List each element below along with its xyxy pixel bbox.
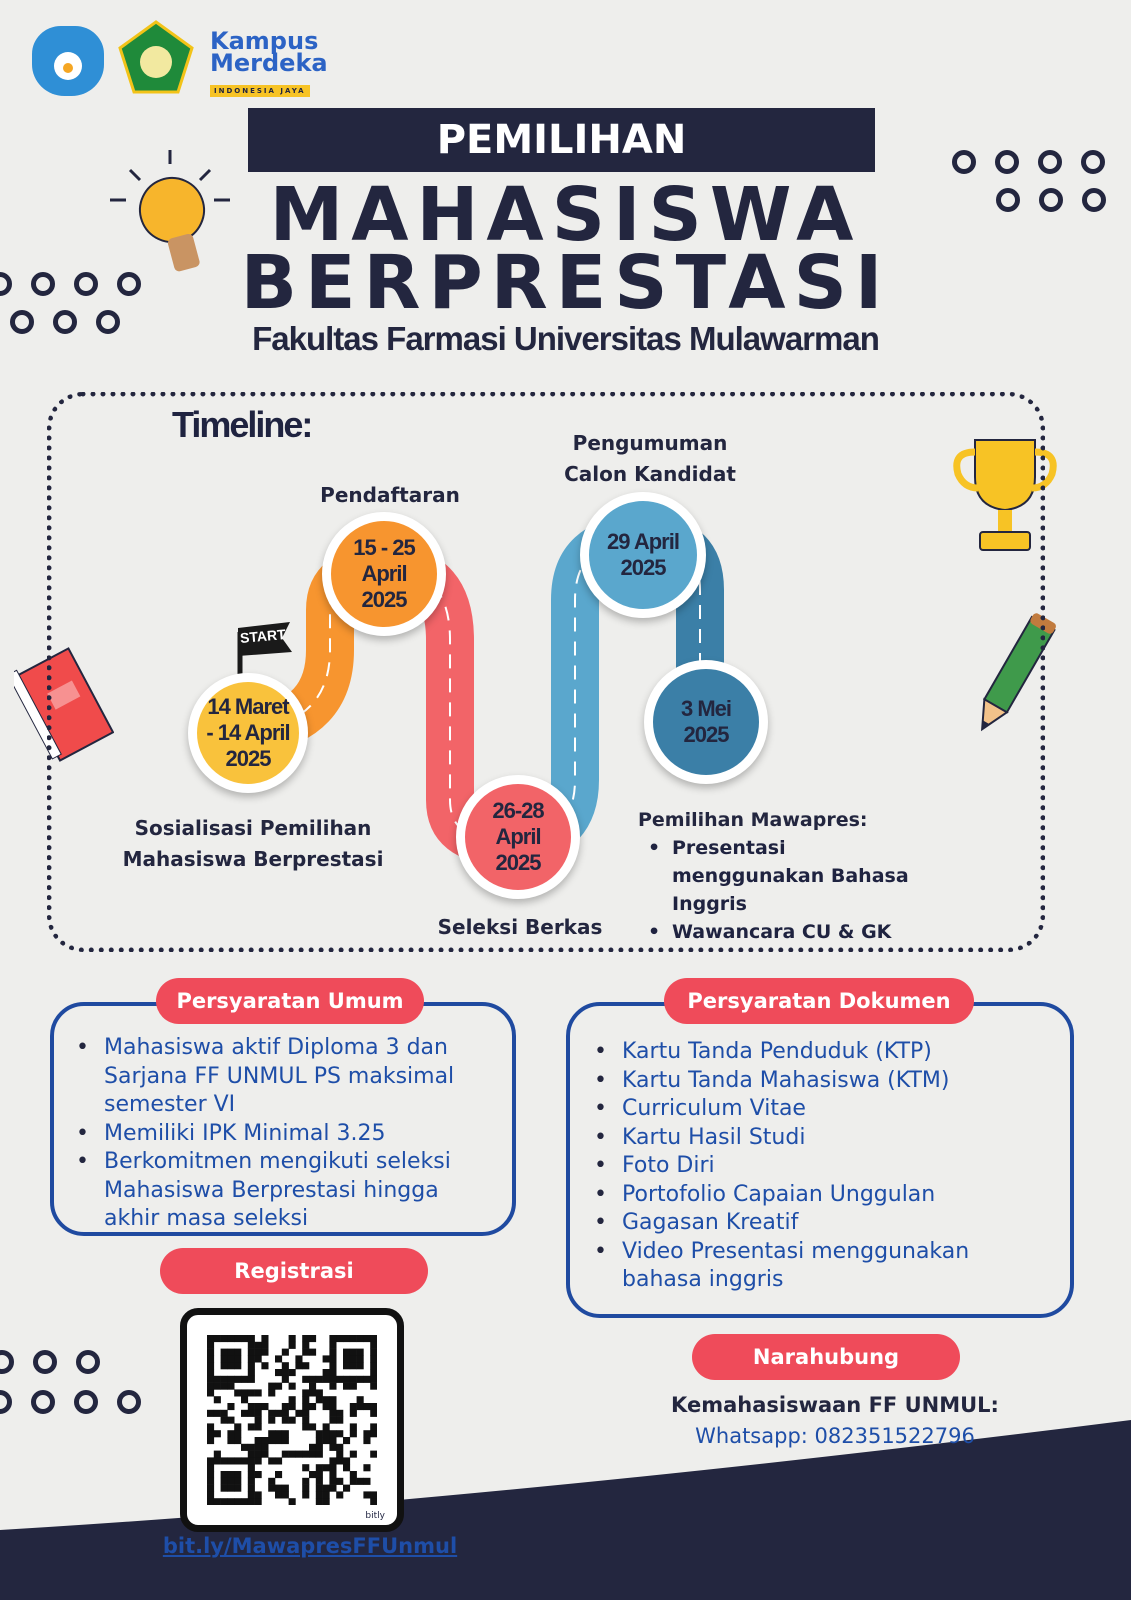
persyaratan-umum-box: Mahasiswa aktif Diploma 3 dan Sarjana FF… [50,1002,516,1236]
persyaratan-dokumen-box: Kartu Tanda Penduduk (KTP) Kartu Tanda M… [566,1002,1074,1318]
qr-code-icon [207,1335,378,1506]
persyaratan-dokumen-title: Persyaratan Dokumen [664,978,974,1024]
timeline-step-4-label: Pengumuman Calon Kandidat [564,431,736,486]
document-item: Curriculum Vitae [586,1095,1046,1124]
document-item: Portofolio Capaian Unggulan [586,1181,1046,1210]
timeline-step-1-label: Sosialisasi Pemilihan Mahasiswa Berprest… [122,816,384,871]
contact-whatsapp: Whatsapp: 082351522796 [695,1424,975,1448]
kampus-merdeka-logo: Kampus Merdeka INDONESIA JAYA [210,27,328,97]
persyaratan-dokumen-list: Kartu Tanda Penduduk (KTP) Kartu Tanda M… [570,1006,1070,1295]
contact-org: Kemahasiswaan FF UNMUL: [671,1393,999,1417]
requirement-item: Mahasiswa aktif Diploma 3 dan Sarjana FF… [68,1034,488,1120]
dots-decoration [0,272,160,300]
mawapres-item: Wawancara CU & GK [638,918,938,946]
document-item: Kartu Tanda Mahasiswa (KTM) [586,1067,1046,1096]
dots-decoration [952,150,1124,178]
timeline-step-3-date: 26-28 April 2025 [456,775,580,899]
document-item: Gagasan Kreatif [586,1209,1046,1238]
registrasi-title: Registrasi [160,1248,428,1294]
lightbulb-icon [110,150,230,272]
mawapres-list: Presentasi menggunakan Bahasa Inggris Wa… [638,834,938,946]
persyaratan-umum-list: Mahasiswa aktif Diploma 3 dan Sarjana FF… [54,1006,512,1234]
title-line2: BERPRESTASI [240,240,891,326]
timeline-step-5-label: Pemilihan Mawapres: [638,809,868,831]
requirement-item: Memiliki IPK Minimal 3.25 [68,1120,488,1149]
registration-qr-code[interactable]: bitly [180,1308,404,1532]
dots-decoration [0,1390,160,1418]
timeline-step-2-label: Pendaftaran [320,483,460,507]
registration-link[interactable]: bit.ly/MawapresFFUnmul [162,1534,458,1558]
timeline-step-4-date: 29 April 2025 [580,492,706,618]
dots-decoration [0,1350,119,1378]
unmul-logo [118,20,194,96]
dots-decoration [10,310,139,338]
bitly-mark: bitly [365,1511,385,1521]
pencil-icon [980,613,1056,732]
narahubung-title: Narahubung [692,1334,960,1380]
timeline-box [47,392,1045,952]
persyaratan-umum-title: Persyaratan Umum [156,978,424,1024]
document-item: Foto Diri [586,1152,1046,1181]
title-line1: MAHASISWA [269,172,862,258]
requirement-item: Berkomitmen mengikuti seleksi Mahasiswa … [68,1148,488,1234]
document-item: Kartu Tanda Penduduk (KTP) [586,1038,1046,1067]
timeline-step-5-date: 3 Mei 2025 [644,660,768,784]
timeline-step-3-label: Seleksi Berkas [437,915,603,939]
document-item: Kartu Hasil Studi [586,1124,1046,1153]
trophy-icon [953,439,1057,551]
mawapres-item: Presentasi menggunakan Bahasa Inggris [638,834,938,918]
tut-wuri-handayani-logo [32,26,104,96]
timeline-step-1-date: 14 Maret - 14 April 2025 [188,673,308,793]
timeline-step-2-date: 15 - 25 April 2025 [322,512,446,636]
timeline-step-5-block: Pemilihan Mawapres: Presentasi menggunak… [638,806,938,946]
subtitle: Fakultas Farmasi Universitas Mulawarman [252,320,880,357]
dots-decoration [996,188,1125,216]
banner-pemilihan: PEMILIHAN [248,108,875,172]
timeline-title: Timeline: [172,404,313,445]
bottom-wave-decoration [0,1420,1131,1600]
document-item: Video Presentasi menggunakan bahasa ingg… [586,1238,1046,1295]
